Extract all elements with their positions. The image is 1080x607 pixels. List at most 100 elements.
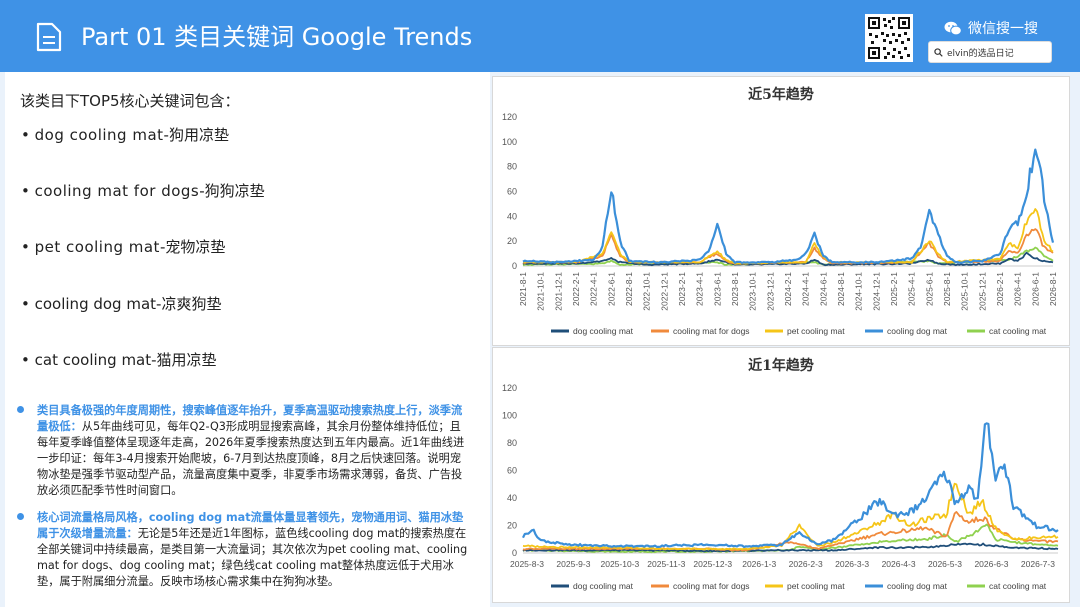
- x-tick-label: 2025-8-1: [942, 272, 952, 306]
- y-tick-label: 120: [502, 383, 517, 393]
- wechat-search-label: 微信搜一搜: [944, 18, 1038, 38]
- chart-title: 近5年趋势: [748, 87, 814, 103]
- x-tick-label: 2024-10-1: [854, 272, 864, 311]
- x-tick-label: 2023-6-1: [712, 272, 722, 306]
- paragraph-highlight: 类目具备极强的年度周期性，搜索峰值逐年抬升，夏季高温驱动搜索热度上行，淡季流量极…: [37, 404, 463, 433]
- y-tick-label: 80: [507, 438, 517, 448]
- x-tick-label: 2021-10-1: [536, 272, 546, 311]
- series-line-dog-cooling-mat: [522, 542, 1059, 553]
- x-tick-label: 2025-10-3: [601, 559, 640, 569]
- y-tick-label: 120: [502, 112, 517, 122]
- x-tick-label: 2023-8-1: [730, 272, 740, 306]
- keyword-zh: -宠物凉垫: [159, 238, 226, 256]
- keyword-item: • cat cooling mat-猫用凉垫: [21, 351, 217, 369]
- y-tick-label: 60: [507, 187, 517, 197]
- search-box[interactable]: elvin的选品日记: [928, 41, 1052, 63]
- series-line-cooling-mat-for-dogs: [522, 511, 1059, 552]
- keyword-en: cooling mat for dogs: [34, 182, 200, 200]
- analysis-paragraph: 核心词流量格局风格，cooling dog mat流量体量显著领先，宠物通用词、…: [17, 510, 471, 590]
- paragraph-body: 无论是5年还是近1年图标，蓝色线cooling dog mat的搜索热度在全部关…: [37, 527, 468, 588]
- y-tick-label: 60: [507, 466, 517, 476]
- wechat-icon: [944, 21, 962, 35]
- x-tick-label: 2023-12-1: [765, 272, 775, 311]
- document-icon: [36, 22, 62, 52]
- x-tick-label: 2025-4-1: [907, 272, 917, 306]
- y-tick-label: 0: [512, 261, 517, 271]
- legend-item: cooling dog mat: [865, 326, 948, 336]
- keyword-en: cat cooling mat: [34, 351, 152, 369]
- x-tick-label: 2021-8-1: [518, 272, 528, 306]
- chart-panel-1y: 近1年趋势 0 20 40 60 80 100 120 2025-8-3 2025-9-3 202…: [492, 347, 1070, 603]
- page-header: Part 01 类目关键词 Google Trends 微信搜一搜: [0, 0, 1080, 72]
- y-tick-label: 0: [512, 548, 517, 558]
- x-tick-label: 2025-12-1: [977, 272, 987, 311]
- x-tick-label: 2026-4-1: [1013, 272, 1023, 306]
- legend-item: dog cooling mat: [551, 326, 634, 336]
- keyword-item: • dog cooling mat-狗用凉垫: [21, 126, 229, 144]
- x-tick-label: 2025-10-1: [960, 272, 970, 311]
- x-tick-label: 2023-4-1: [695, 272, 705, 306]
- x-tick-label: 2022-6-1: [606, 272, 616, 306]
- legend-label: cooling mat for dogs: [673, 326, 750, 336]
- search-icon: [934, 47, 943, 57]
- search-input[interactable]: elvin的选品日记: [947, 48, 1014, 59]
- qr-code-image: [865, 14, 913, 62]
- x-tick-label: 2022-10-1: [642, 272, 652, 311]
- x-tick-label: 2026-7-3: [1021, 559, 1055, 569]
- bullet-dot: [17, 406, 24, 413]
- x-tick-label: 2022-8-1: [624, 272, 634, 306]
- legend-label: dog cooling mat: [573, 581, 634, 591]
- x-tick-label: 2024-6-1: [818, 272, 828, 306]
- x-tick-label: 2026-2-3: [789, 559, 823, 569]
- x-tick-label: 2024-8-1: [836, 272, 846, 306]
- x-tick-label: 2026-8-1: [1048, 272, 1058, 306]
- paragraph-highlight: 核心词流量格局风格，cooling dog mat流量体量显著领先，宠物通用词、…: [37, 511, 464, 540]
- keyword-en: pet cooling mat: [34, 238, 160, 256]
- x-tick-label: 2026-5-3: [928, 559, 962, 569]
- legend-label: cooling dog mat: [887, 581, 948, 591]
- legend-item: pet cooling mat: [765, 326, 845, 336]
- legend-item: pet cooling mat: [765, 581, 845, 591]
- legend-label: pet cooling mat: [787, 581, 845, 591]
- keyword-item: • cooling mat for dogs-狗狗凉垫: [21, 182, 265, 200]
- x-tick-label: 2022-2-1: [571, 272, 581, 306]
- x-tick-label: 2024-12-1: [871, 272, 881, 311]
- y-tick-label: 20: [507, 521, 517, 531]
- legend-item: cooling mat for dogs: [651, 326, 750, 336]
- y-tick-label: 100: [502, 137, 517, 147]
- legend-label: cat cooling mat: [989, 581, 1047, 591]
- legend-item: dog cooling mat: [551, 581, 634, 591]
- page-title: Part 01 类目关键词 Google Trends: [81, 23, 473, 51]
- y-tick-label: 40: [507, 211, 517, 221]
- legend-label: cooling mat for dogs: [673, 581, 750, 591]
- series-line-cooling-dog-mat: [522, 422, 1059, 549]
- x-tick-label: 2022-4-1: [589, 272, 599, 306]
- keyword-zh: -狗用凉垫: [163, 126, 229, 144]
- keyword-summary-panel: 该类目下TOP5核心关键词包含： • dog cooling mat-狗用凉垫 …: [5, 72, 490, 607]
- legend-label: dog cooling mat: [573, 326, 634, 336]
- x-tick-label: 2026-6-3: [974, 559, 1008, 569]
- keyword-en: cooling dog mat: [34, 295, 157, 313]
- wechat-label-text: 微信搜一搜: [968, 21, 1038, 37]
- legend-item: cooling dog mat: [865, 581, 948, 591]
- x-tick-label: 2023-10-1: [748, 272, 758, 311]
- x-tick-label: 2025-8-3: [510, 559, 544, 569]
- y-tick-label: 40: [507, 493, 517, 503]
- x-tick-label: 2025-12-3: [693, 559, 732, 569]
- x-tick-label: 2024-4-1: [801, 272, 811, 306]
- x-tick-label: 2026-3-3: [835, 559, 869, 569]
- x-tick-label: 2025-11-3: [647, 559, 685, 569]
- trend-chart-1y: 0 20 40 60 80 100 120 2025-8-3 2025-9-3 2025-10-3…: [502, 383, 1059, 591]
- analysis-paragraph: 类目具备极强的年度周期性，搜索峰值逐年抬升，夏季高温驱动搜索热度上行，淡季流量极…: [17, 403, 471, 499]
- y-tick-label: 100: [502, 411, 517, 421]
- x-tick-label: 2026-4-3: [882, 559, 916, 569]
- keyword-zh: -猫用凉垫: [151, 351, 217, 369]
- y-tick-label: 20: [507, 236, 517, 246]
- series-line-cooling-dog-mat: [522, 148, 1055, 265]
- paragraph-body: 从5年曲线可见，每年Q2-Q3形成明显搜索高峰，其余月份整体维持低位；且每年夏季…: [37, 420, 465, 497]
- legend-item: cooling mat for dogs: [651, 581, 750, 591]
- bullet-dot: [17, 513, 24, 520]
- x-tick-label: 2025-9-3: [556, 559, 590, 569]
- x-tick-label: 2021-12-1: [553, 272, 563, 311]
- legend-label: cat cooling mat: [989, 326, 1047, 336]
